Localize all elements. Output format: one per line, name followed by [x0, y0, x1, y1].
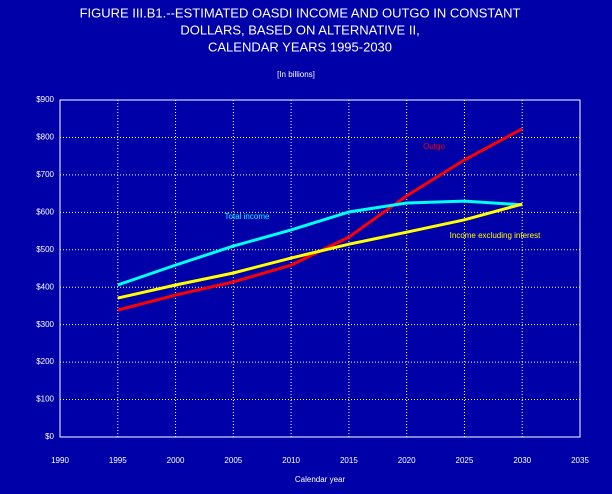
x-tick-label: 2000	[167, 456, 185, 465]
title-line: FIGURE III.B1.--ESTIMATED OASDI INCOME A…	[80, 5, 521, 20]
y-tick-label: $900	[36, 95, 54, 104]
x-tick-label: 1995	[109, 456, 127, 465]
x-tick-label: 2005	[224, 456, 242, 465]
x-axis-label: Calendar year	[295, 475, 346, 484]
subtitle: [In billions]	[277, 70, 315, 79]
y-tick-label: $100	[36, 395, 54, 404]
y-tick-label: $400	[36, 282, 54, 291]
series-label: Total income	[225, 212, 270, 221]
x-tick-label: 2015	[340, 456, 358, 465]
y-tick-label: $600	[36, 207, 54, 216]
x-tick-label: 1990	[51, 456, 69, 465]
series-label: Outgo	[423, 142, 445, 151]
y-tick-label: $500	[36, 245, 54, 254]
plot-frame	[59, 99, 581, 438]
y-tick-label: $200	[36, 357, 54, 366]
y-tick-label: $300	[36, 320, 54, 329]
series-line	[117, 202, 523, 300]
y-tick-label: $0	[45, 432, 54, 441]
x-tick-label: 2025	[456, 456, 474, 465]
x-tick-label: 2020	[398, 456, 416, 465]
y-tick-label: $800	[36, 133, 54, 142]
x-tick-label: 2030	[513, 456, 531, 465]
title-line: DOLLARS, BASED ON ALTERNATIVE II,	[180, 22, 419, 37]
series-label: Income excluding interest	[450, 231, 541, 240]
series-line	[117, 199, 523, 287]
title-line: CALENDAR YEARS 1995-2030	[208, 39, 392, 54]
x-tick-label: 2035	[571, 456, 589, 465]
y-tick-label: $700	[36, 170, 54, 179]
x-tick-label: 2010	[282, 456, 300, 465]
